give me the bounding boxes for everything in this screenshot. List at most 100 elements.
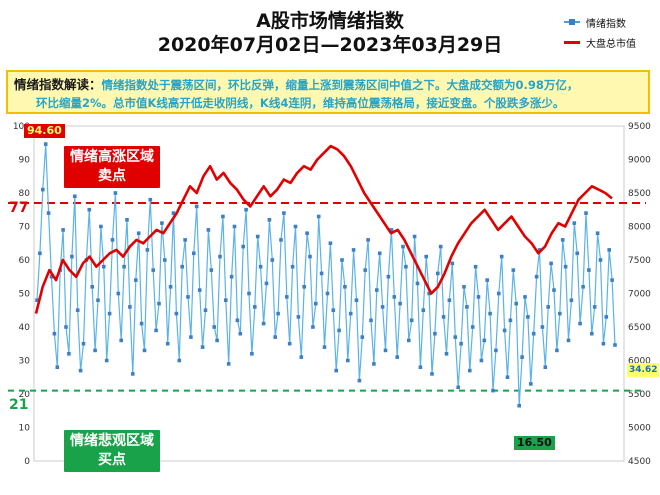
y-left-tick-label: 90 bbox=[19, 156, 31, 166]
y-left-tick-label: 30 bbox=[19, 357, 31, 367]
low-zone-label: 情绪悲观区域 买点 bbox=[64, 430, 160, 472]
sentiment-point bbox=[73, 194, 77, 199]
sentiment-point bbox=[372, 362, 376, 366]
sentiment-point bbox=[221, 214, 225, 219]
sentiment-point bbox=[552, 288, 556, 292]
y-right-tick-label: 5000 bbox=[628, 424, 651, 434]
sentiment-point bbox=[165, 341, 170, 346]
sentiment-point bbox=[78, 368, 83, 373]
sentiment-point bbox=[424, 254, 428, 259]
sentiment-point bbox=[485, 278, 489, 282]
sentiment-point bbox=[122, 264, 126, 269]
sentiment-point bbox=[128, 305, 132, 309]
sentiment-point bbox=[534, 274, 539, 279]
sentiment-point bbox=[203, 308, 208, 312]
sentiment-point bbox=[258, 264, 263, 269]
latest-value-badge: 34.62 bbox=[627, 363, 660, 377]
sentiment-point bbox=[517, 403, 521, 408]
sentiment-point bbox=[55, 365, 60, 369]
sentiment-point bbox=[595, 231, 600, 235]
y-right-tick-label: 7500 bbox=[628, 256, 651, 266]
sentiment-point bbox=[546, 305, 550, 309]
sentiment-point bbox=[462, 285, 466, 289]
sentiment-point bbox=[607, 248, 611, 252]
high-zone-line1: 情绪高涨区域 bbox=[70, 149, 154, 165]
sentiment-point bbox=[311, 325, 315, 329]
sentiment-point bbox=[572, 221, 577, 225]
sentiment-point bbox=[302, 285, 306, 289]
chart-title-line2: 2020年07月02日—2023年03月29日 bbox=[157, 34, 503, 56]
sentiment-point bbox=[392, 295, 397, 299]
sentiment-point bbox=[569, 298, 574, 302]
sentiment-point bbox=[499, 254, 504, 259]
sentiment-point bbox=[456, 385, 460, 390]
sentiment-point bbox=[482, 338, 487, 343]
sentiment-point bbox=[171, 211, 176, 215]
sentiment-point bbox=[511, 268, 516, 272]
sentiment-point bbox=[134, 278, 138, 282]
sentiment-point bbox=[383, 348, 388, 353]
sentiment-point bbox=[215, 338, 219, 343]
sentiment-point bbox=[102, 264, 106, 269]
sentiment-point bbox=[497, 291, 501, 296]
sentiment-point bbox=[543, 365, 548, 369]
sentiment-line bbox=[36, 144, 616, 406]
sentiment-point bbox=[35, 298, 39, 302]
sentiment-point bbox=[174, 311, 179, 316]
sentiment-point bbox=[81, 341, 86, 346]
sentiment-point bbox=[409, 318, 414, 323]
sentiment-point bbox=[276, 311, 280, 316]
max-value-badge: 94.60 bbox=[24, 124, 65, 138]
sentiment-point bbox=[407, 338, 411, 343]
sentiment-point bbox=[470, 325, 475, 329]
sentiment-point bbox=[290, 264, 295, 269]
sentiment-point bbox=[183, 238, 187, 242]
sentiment-point bbox=[192, 251, 196, 256]
sentiment-point bbox=[601, 341, 606, 346]
plot-frame bbox=[33, 125, 625, 462]
sentiment-point bbox=[305, 231, 309, 235]
sentiment-point bbox=[180, 264, 184, 269]
sentiment-point bbox=[142, 348, 147, 353]
sentiment-point bbox=[578, 321, 582, 326]
sentiment-point bbox=[241, 244, 245, 249]
note-heading: 情绪指数解读： bbox=[14, 77, 102, 92]
sentiment-point bbox=[366, 238, 370, 242]
sentiment-point bbox=[441, 315, 446, 319]
legend-label-market-cap: 大盘总市值 bbox=[586, 38, 636, 50]
market-cap-line bbox=[34, 144, 613, 314]
chart-title-line1: A股市场情绪指数 bbox=[256, 10, 404, 32]
sentiment-point bbox=[261, 321, 266, 326]
sentiment-point bbox=[587, 268, 591, 272]
sentiment-point bbox=[465, 305, 469, 309]
sentiment-point bbox=[209, 268, 214, 272]
sentiment-point bbox=[125, 218, 129, 222]
sentiment-point bbox=[357, 378, 362, 383]
sentiment-point bbox=[610, 278, 614, 282]
sentiment-point bbox=[186, 295, 190, 299]
sentiment-point bbox=[64, 325, 68, 329]
sentiment-point bbox=[194, 204, 199, 209]
sentiment-point bbox=[299, 355, 304, 359]
sentiment-point bbox=[160, 221, 164, 225]
sentiment-point bbox=[404, 264, 408, 269]
sentiment-point bbox=[255, 234, 260, 239]
sentiment-point bbox=[502, 328, 507, 333]
sentiment-point bbox=[494, 348, 498, 353]
sentiment-point bbox=[49, 274, 54, 279]
sentiment-point bbox=[531, 331, 536, 336]
sentiment-point bbox=[459, 341, 463, 346]
sentiment-point bbox=[395, 355, 399, 359]
y-left-tick-label: 10 bbox=[19, 424, 31, 434]
sentiment-point bbox=[401, 244, 405, 249]
legend: 情绪指数 大盘总市值 bbox=[564, 12, 636, 52]
sentiment-point bbox=[328, 241, 333, 245]
sentiment-point bbox=[447, 298, 452, 302]
sentiment-point bbox=[212, 325, 216, 329]
interpretation-note: 情绪指数解读：情绪指数处于震荡区间，环比反弹，缩量上涨到震荡区间中值之下。大盘成… bbox=[6, 70, 650, 114]
sentiment-point bbox=[566, 338, 571, 343]
sentiment-point bbox=[104, 358, 109, 363]
sentiment-point bbox=[505, 375, 510, 379]
sentiment-point bbox=[99, 224, 103, 229]
sentiment-point bbox=[604, 315, 609, 319]
